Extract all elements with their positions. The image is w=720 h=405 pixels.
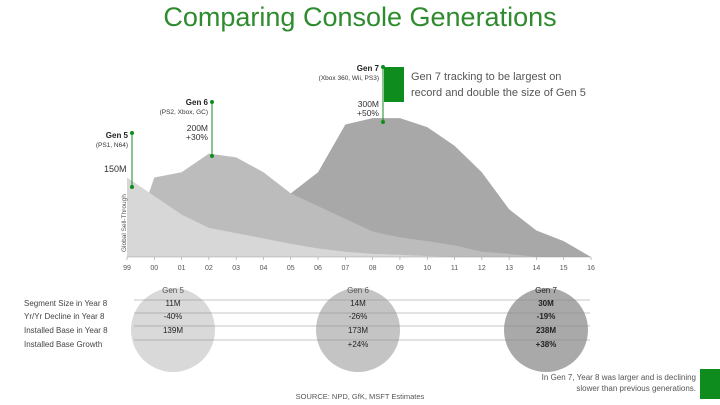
callout-growth: +30% <box>186 132 208 142</box>
callout-growth: +50% <box>357 108 379 118</box>
footnote: In Gen 7, Year 8 was larger and is decli… <box>541 373 696 393</box>
callout-value: 200M <box>187 123 208 133</box>
highlight-text-line2: record and double the size of Gen 5 <box>411 87 586 99</box>
table-cell: +24% <box>348 340 369 349</box>
gen-circle <box>131 288 215 372</box>
callout-dot <box>381 120 385 124</box>
table-column-header: Gen 5 <box>162 286 184 295</box>
callout-dot <box>210 154 214 158</box>
x-tick-label: 13 <box>505 265 513 272</box>
x-tick-label: 05 <box>287 265 295 272</box>
table-cell: +38% <box>536 340 557 349</box>
table-cell: 173M <box>348 326 368 335</box>
table-cell: -26% <box>349 312 368 321</box>
callout-gen: Gen 5 <box>106 131 129 140</box>
callout-consoles: (PS2, Xbox, GC) <box>160 109 208 116</box>
table-row-label: Installed Base Growth <box>24 340 102 349</box>
highlight-text-line1: Gen 7 tracking to be largest on <box>411 71 561 83</box>
table-row-label: Yr/Yr Decline in Year 8 <box>24 312 105 321</box>
table-cell: 14M <box>350 299 366 308</box>
table-row-label: Segment Size in Year 8 <box>24 299 108 308</box>
source-line: SOURCE: NPD, GfK, MSFT Estimates <box>295 392 425 401</box>
callout-value: 300M <box>358 99 379 109</box>
table-cell: 11M <box>166 299 181 308</box>
area-gen7 <box>127 118 591 257</box>
callout-dot <box>210 100 214 104</box>
table-cell: 139M <box>163 326 183 335</box>
callout-consoles: (PS1, N64) <box>96 142 128 149</box>
table-cell: 30M <box>538 299 554 308</box>
x-tick-label: 09 <box>396 265 404 272</box>
x-tick-label: 08 <box>369 265 377 272</box>
table-cell: -19% <box>537 312 556 321</box>
table-cell: -40% <box>164 312 183 321</box>
footnote-accent-bar <box>700 369 720 399</box>
x-tick-label: 07 <box>341 265 349 272</box>
y-axis-label: Global Sell-Through <box>121 194 128 252</box>
x-tick-label: 99 <box>123 265 131 272</box>
x-tick-label: 15 <box>560 265 568 272</box>
x-tick-label: 14 <box>533 265 541 272</box>
x-tick-label: 04 <box>260 265 268 272</box>
callout-dot <box>130 131 134 135</box>
x-tick-label: 12 <box>478 265 486 272</box>
callout-consoles: (Xbox 360, Wii, PS3) <box>319 75 379 82</box>
x-tick-label: 16 <box>587 265 595 272</box>
table-row-label: Installed Base in Year 8 <box>24 326 108 335</box>
gen-circle <box>316 288 400 372</box>
callout-gen: Gen 7 <box>357 64 380 73</box>
y-tick-label: 150M <box>104 164 127 174</box>
x-tick-label: 11 <box>451 265 458 272</box>
table-column-header: Gen 7 <box>535 286 557 295</box>
area-gen5 <box>127 177 591 257</box>
x-tick-label: 02 <box>205 265 213 272</box>
callout-gen: Gen 6 <box>186 98 209 107</box>
table-cell: 238M <box>536 326 556 335</box>
highlight-bar <box>384 67 404 102</box>
callout-dot <box>130 185 134 189</box>
gen-circle <box>504 288 588 372</box>
x-tick-label: 00 <box>150 265 158 272</box>
x-tick-label: 01 <box>178 265 186 272</box>
table-column-header: Gen 6 <box>347 286 369 295</box>
x-tick-label: 10 <box>423 265 431 272</box>
page-title: Comparing Console Generations <box>163 2 557 32</box>
x-tick-label: 06 <box>314 265 322 272</box>
x-tick-label: 03 <box>232 265 240 272</box>
area-gen6 <box>127 153 591 257</box>
